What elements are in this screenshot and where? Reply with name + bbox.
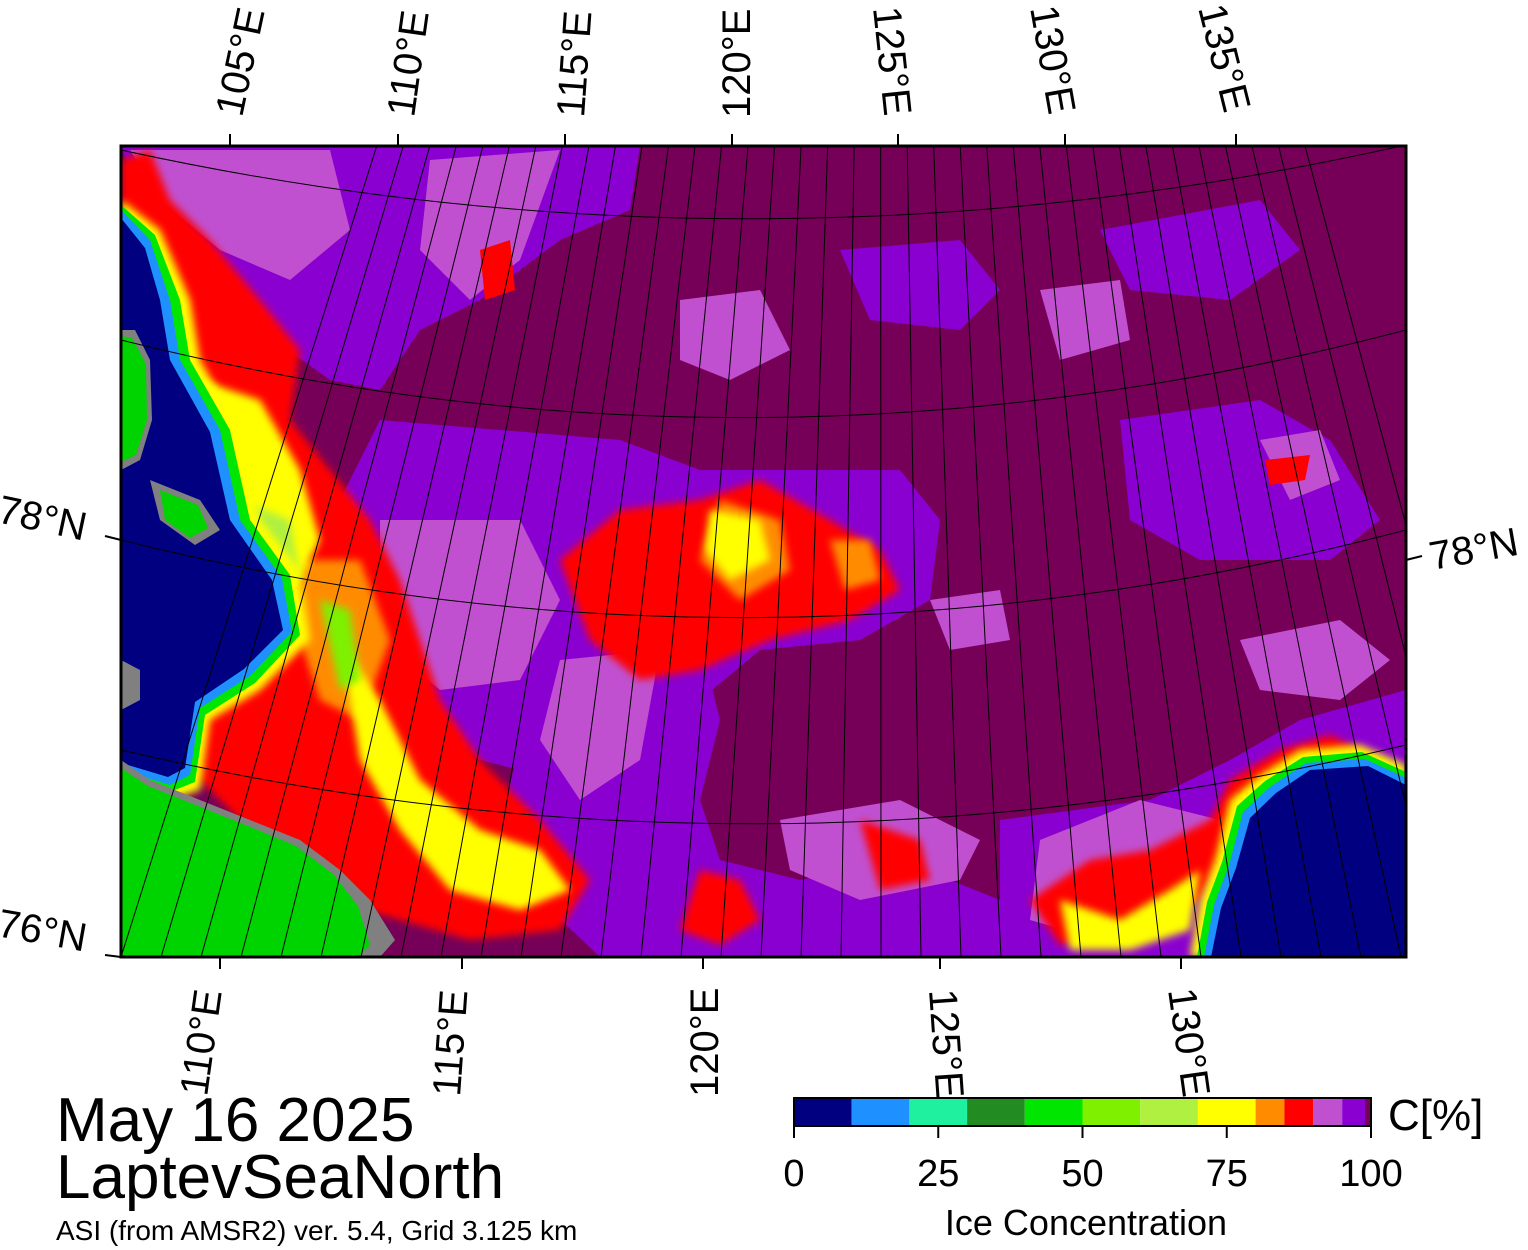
colorbar-tick-labels: 0 25 50 75 100 (783, 1153, 1402, 1195)
colorbar-bin (851, 1098, 910, 1126)
colorbar-bin (1024, 1098, 1083, 1126)
lat-label-left: 76°N (0, 902, 90, 961)
meridian-line (1118, 146, 1242, 957)
axis-ticks (104, 134, 1423, 969)
colorbar-bin (1284, 1098, 1314, 1126)
colorbar-ticks (793, 1126, 1372, 1138)
colorbar-tick-label: 0 (783, 1153, 804, 1195)
title-block: May 16 2025 LaptevSeaNorth ASI (from AMS… (56, 1086, 577, 1246)
colorbar-tick-label: 25 (917, 1153, 959, 1195)
meridian-line (440, 146, 590, 957)
colorbar-bin (1313, 1098, 1343, 1126)
lon-label-top: 125°E (864, 4, 919, 117)
meridian-line (959, 146, 1002, 957)
map-frame (119, 144, 1408, 959)
meridian-line (906, 146, 922, 957)
meridian-line (320, 146, 510, 957)
meridian-line (1092, 146, 1202, 957)
top-longitude-labels: 105°E 110°E 115°E 120°E 125°E 130°E 135°… (208, 0, 1259, 120)
meridian-line (933, 146, 962, 957)
lon-label-bottom: 115°E (425, 988, 476, 1097)
meridian-line (1198, 146, 1362, 957)
lon-label-top: 120°E (715, 9, 759, 118)
colorbar-bin (1140, 1098, 1198, 1126)
meridian-line (720, 146, 776, 957)
lon-label-top: 105°E (208, 4, 274, 120)
map-panel (121, 146, 1406, 957)
lon-label-bottom: 110°E (172, 987, 230, 1099)
meridian-line (1145, 146, 1282, 957)
land-masses (121, 330, 395, 957)
parallel-line-78n (121, 529, 1406, 619)
meridian-line (1304, 146, 1406, 528)
meridian-line (1278, 146, 1406, 659)
meridian-line (400, 146, 563, 957)
graticule (121, 146, 1406, 957)
lon-label-top: 135°E (1189, 0, 1258, 116)
meridian-line (680, 146, 749, 957)
meridian-line (840, 146, 855, 957)
meridian-line (1065, 146, 1162, 957)
date-title: May 16 2025 (56, 1086, 414, 1155)
meridian-line (240, 146, 457, 957)
colorbar-bins (794, 1098, 1371, 1126)
meridian-line (600, 146, 696, 957)
lon-label-top: 110°E (379, 8, 437, 120)
colorbar-unit-label: C[%] (1388, 1091, 1483, 1140)
lon-label-top: 130°E (1021, 2, 1083, 117)
meridian-line (160, 146, 404, 957)
meridian-line (121, 146, 378, 957)
meridian-lines (121, 146, 1406, 957)
colorbar-tick-label: 75 (1206, 1153, 1248, 1195)
meridian-line (360, 146, 537, 957)
meridian-line (1012, 146, 1082, 957)
colorbar-tick-label: 50 (1061, 1153, 1103, 1195)
lon-label-bottom: 130°E (1159, 985, 1218, 1099)
region-title: LaptevSeaNorth (56, 1143, 504, 1212)
colorbar-bin (794, 1098, 852, 1126)
lat-label-right: 78°N (1426, 520, 1522, 579)
bottom-longitude-labels: 110°E 115°E 120°E 125°E 130°E (172, 985, 1218, 1100)
meridian-line (1039, 146, 1122, 957)
meridian-line (1224, 146, 1402, 957)
colorbar-bin (1197, 1098, 1256, 1126)
meridian-line (1251, 146, 1406, 810)
colorbar-bin (1365, 1098, 1371, 1126)
meridian-line (280, 146, 484, 957)
meridian-line (640, 146, 723, 957)
colorbar-bin (1255, 1098, 1285, 1126)
colorbar-bin (909, 1098, 968, 1126)
source-caption: ASI (from AMSR2) ver. 5.4, Grid 3.125 km (56, 1215, 577, 1246)
lon-label-bottom: 125°E (920, 988, 972, 1100)
parallel-line (121, 744, 1406, 825)
colorbar-bin (1082, 1098, 1141, 1126)
meridian-line (200, 146, 431, 957)
meridian-line (560, 146, 669, 957)
meridian-line (1171, 146, 1322, 957)
meridian-line (986, 146, 1042, 957)
meridian-line (520, 146, 643, 957)
meridian-line (480, 146, 616, 957)
lon-label-top: 115°E (549, 9, 600, 118)
colorbar: 0 25 50 75 100 C[%] Ice Concentration (783, 1091, 1483, 1243)
colorbar-bin (967, 1098, 1025, 1126)
lat-label-left: 78°N (0, 488, 91, 550)
meridian-line (760, 146, 802, 957)
reduced-concentration-ice-patches (121, 150, 1406, 950)
meridian-line (800, 146, 829, 957)
colorbar-title: Ice Concentration (945, 1202, 1227, 1243)
parallel-line (121, 146, 1404, 220)
open-water-areas (121, 200, 1406, 957)
colorbar-tick-label: 100 (1339, 1153, 1402, 1195)
lon-label-bottom: 120°E (683, 988, 727, 1097)
